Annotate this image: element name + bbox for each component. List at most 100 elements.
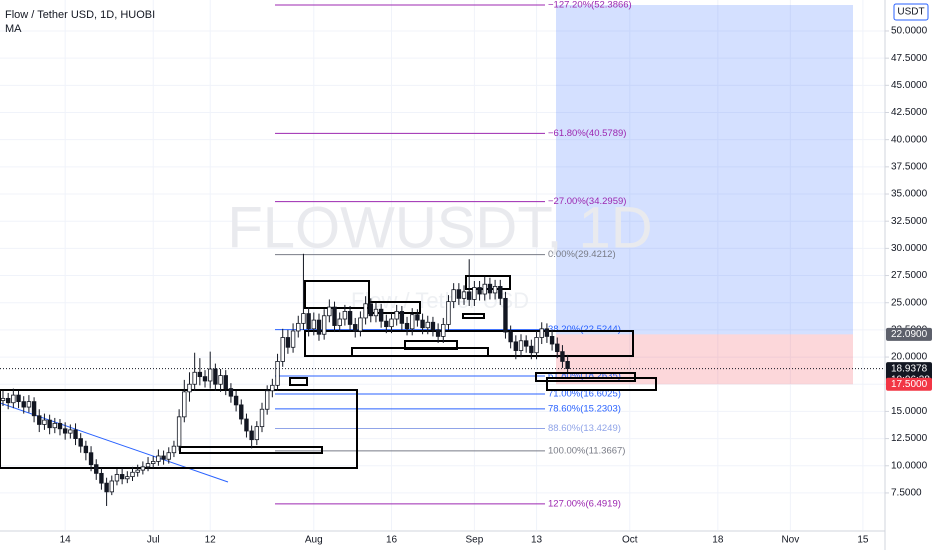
candle-body bbox=[420, 319, 425, 329]
candle-body bbox=[394, 311, 399, 320]
candle-body bbox=[508, 331, 513, 343]
x-tick-label: 15 bbox=[857, 535, 869, 546]
candle-body bbox=[316, 319, 322, 335]
candle-body bbox=[259, 408, 265, 428]
candle-body bbox=[151, 461, 156, 464]
candle-body bbox=[311, 319, 316, 330]
candle-body bbox=[368, 303, 373, 317]
candle-body bbox=[223, 375, 228, 389]
y-tick-label: 7.5000 bbox=[891, 488, 922, 499]
candle-body bbox=[466, 291, 472, 300]
fib-label: 61.80%(18.2635) bbox=[548, 370, 621, 381]
candle-body bbox=[135, 469, 140, 473]
y-tick-label: 27.5000 bbox=[891, 270, 928, 281]
candle-body bbox=[83, 445, 89, 454]
candle-body bbox=[523, 340, 529, 347]
candle-body bbox=[244, 418, 249, 432]
candle-body bbox=[534, 337, 539, 354]
candle-body bbox=[31, 401, 37, 417]
x-tick-label: Sep bbox=[465, 535, 483, 546]
y-tick-label: 37.5000 bbox=[891, 161, 928, 172]
candle-body bbox=[99, 472, 104, 484]
fib-label: 127.00%(6.4919) bbox=[548, 498, 621, 509]
candle-body bbox=[249, 430, 254, 441]
x-tick-label: 13 bbox=[531, 535, 543, 546]
candle-body bbox=[518, 340, 524, 351]
candle-body bbox=[461, 291, 467, 299]
candle-body bbox=[176, 416, 182, 447]
x-tick-label: Jul bbox=[147, 535, 160, 546]
drawn-box bbox=[546, 377, 657, 391]
drawn-box bbox=[304, 280, 370, 309]
drawn-box bbox=[0, 389, 358, 469]
candle-body bbox=[415, 314, 420, 321]
candle-body bbox=[565, 361, 570, 369]
y-tick-label: 47.5000 bbox=[891, 53, 928, 64]
candle-body bbox=[487, 283, 493, 294]
candle-body bbox=[94, 464, 99, 474]
candle-body bbox=[384, 320, 389, 328]
candle-body bbox=[321, 315, 327, 335]
candle-body bbox=[503, 297, 508, 333]
price-tag-label: 18.9378 bbox=[891, 363, 928, 374]
candle-body bbox=[332, 306, 337, 326]
y-tick-label: 35.0000 bbox=[891, 189, 928, 200]
fib-label: 0.00%(29.4212) bbox=[548, 249, 616, 260]
candle-body bbox=[62, 428, 68, 434]
candle-body bbox=[270, 384, 275, 392]
candle-body bbox=[42, 419, 47, 425]
candle-body bbox=[52, 422, 57, 429]
x-tick-label: Aug bbox=[305, 535, 323, 546]
x-tick-label: Nov bbox=[781, 535, 799, 546]
candle-body bbox=[228, 388, 234, 397]
y-tick-label: 32.5000 bbox=[891, 216, 928, 227]
candle-body bbox=[16, 394, 21, 403]
candle-body bbox=[441, 324, 446, 337]
fib-label: 78.60%(15.2303) bbox=[548, 403, 621, 414]
candle-body bbox=[389, 318, 394, 328]
candle-body bbox=[239, 404, 244, 420]
x-tick-label: Oct bbox=[622, 535, 638, 546]
candle-body bbox=[373, 308, 379, 317]
fib-label: 71.00%(16.6025) bbox=[548, 389, 621, 400]
candle-body bbox=[47, 419, 52, 429]
drawn-box bbox=[404, 340, 458, 350]
candle-body bbox=[456, 289, 462, 299]
candle-body bbox=[513, 341, 519, 351]
candle-body bbox=[11, 394, 16, 404]
y-tick-label: 40.0000 bbox=[891, 134, 928, 145]
candle-body bbox=[207, 368, 213, 382]
candle-body bbox=[264, 390, 270, 410]
fib-label: −127.20%(52.3866) bbox=[548, 0, 632, 11]
price-tag bbox=[886, 327, 932, 341]
candle-body bbox=[166, 452, 171, 460]
candle-body bbox=[213, 368, 218, 385]
fib-label: 88.60%(13.4249) bbox=[548, 423, 621, 434]
x-tick-label: 12 bbox=[205, 535, 217, 546]
candle-body bbox=[482, 283, 487, 295]
fib-label: 38.20%(22.5244) bbox=[548, 324, 621, 335]
loss-zone bbox=[556, 334, 853, 385]
candle-body bbox=[290, 330, 296, 348]
candle-body bbox=[430, 321, 436, 331]
candle-body bbox=[202, 376, 208, 382]
candle-body bbox=[275, 361, 280, 386]
candle-body bbox=[539, 328, 544, 338]
candle-body bbox=[425, 321, 430, 329]
candle-body bbox=[498, 286, 503, 299]
candle-body bbox=[68, 429, 73, 434]
candle-body bbox=[560, 351, 565, 362]
candle-body bbox=[435, 329, 441, 337]
candle-body bbox=[347, 311, 353, 325]
background: −127.20%(52.3866) −61.80%(40.5789) −27.00%… bbox=[0, 0, 885, 530]
candle-body bbox=[529, 345, 534, 354]
candle-body bbox=[233, 395, 239, 406]
candle-body bbox=[73, 429, 78, 439]
candle-body bbox=[280, 337, 285, 362]
currency-label: USDT bbox=[897, 7, 924, 18]
candle-body bbox=[130, 471, 135, 478]
candle-body bbox=[410, 314, 415, 330]
x-tick-label: 16 bbox=[386, 535, 398, 546]
candle-body bbox=[171, 445, 177, 454]
